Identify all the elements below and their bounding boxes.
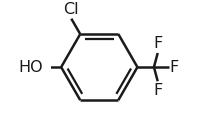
Text: F: F [153, 83, 162, 98]
Text: HO: HO [19, 60, 43, 75]
Text: Cl: Cl [64, 2, 79, 17]
Text: F: F [153, 36, 162, 52]
Text: F: F [170, 60, 179, 75]
